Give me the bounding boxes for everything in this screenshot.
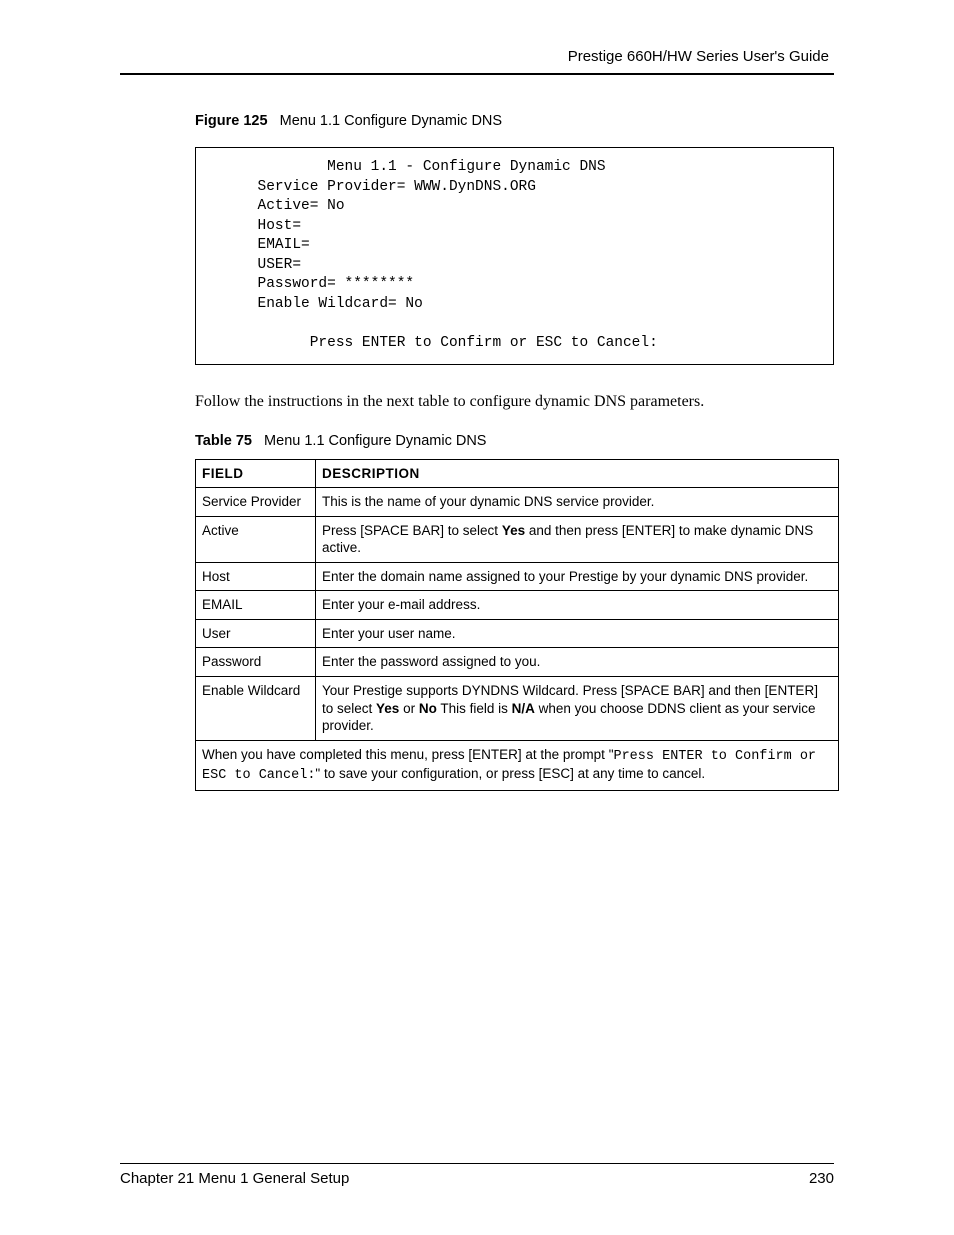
footer-rule: [120, 1163, 834, 1164]
table-caption: Table 75 Menu 1.1 Configure Dynamic DNS: [195, 433, 834, 449]
terminal-line: Active= No: [214, 198, 345, 214]
terminal-line: Press ENTER to Confirm or ESC to Cancel:: [214, 335, 658, 351]
table-header-row: FIELD DESCRIPTION: [196, 459, 839, 488]
table-row: Password Enter the password assigned to …: [196, 648, 839, 677]
cell-field: Host: [196, 562, 316, 591]
footer-page-number: 230: [809, 1170, 834, 1187]
table-row: Active Press [SPACE BAR] to select Yes a…: [196, 516, 839, 562]
terminal-line: USER=: [214, 257, 301, 273]
cell-desc: Your Prestige supports DYNDNS Wildcard. …: [316, 677, 839, 741]
terminal-output: Menu 1.1 - Configure Dynamic DNS Service…: [195, 147, 834, 365]
col-field-header: FIELD: [196, 459, 316, 488]
body-paragraph: Follow the instructions in the next tabl…: [195, 393, 834, 411]
table-row: User Enter your user name.: [196, 619, 839, 648]
cell-field: Active: [196, 516, 316, 562]
terminal-line: EMAIL=: [214, 237, 310, 253]
table-row: Service Provider This is the name of you…: [196, 488, 839, 517]
figure-title: Menu 1.1 Configure Dynamic DNS: [280, 113, 502, 129]
cell-desc: Enter the domain name assigned to your P…: [316, 562, 839, 591]
figure-label: Figure 125: [195, 113, 268, 129]
cell-field: User: [196, 619, 316, 648]
col-desc-header: DESCRIPTION: [316, 459, 839, 488]
footer-chapter: Chapter 21 Menu 1 General Setup: [120, 1170, 349, 1187]
document-page: Prestige 660H/HW Series User's Guide Fig…: [0, 0, 954, 791]
table-footer-row: When you have completed this menu, press…: [196, 740, 839, 790]
table-row: Host Enter the domain name assigned to y…: [196, 562, 839, 591]
parameter-table: FIELD DESCRIPTION Service Provider This …: [195, 459, 839, 791]
header-rule: [120, 73, 834, 75]
cell-field: Enable Wildcard: [196, 677, 316, 741]
cell-desc: Press [SPACE BAR] to select Yes and then…: [316, 516, 839, 562]
cell-field: EMAIL: [196, 591, 316, 620]
cell-desc: Enter your user name.: [316, 619, 839, 648]
page-footer: Chapter 21 Menu 1 General Setup 230: [120, 1163, 834, 1187]
terminal-line: Password= ********: [214, 276, 414, 292]
page-header-title: Prestige 660H/HW Series User's Guide: [120, 48, 834, 65]
table-row: Enable Wildcard Your Prestige supports D…: [196, 677, 839, 741]
cell-field: Password: [196, 648, 316, 677]
terminal-line: Menu 1.1 - Configure Dynamic DNS: [214, 159, 606, 175]
terminal-line: Service Provider= WWW.DynDNS.ORG: [214, 179, 536, 195]
cell-footer: When you have completed this menu, press…: [196, 740, 839, 790]
cell-field: Service Provider: [196, 488, 316, 517]
table-label: Table 75: [195, 433, 252, 449]
figure-caption: Figure 125 Menu 1.1 Configure Dynamic DN…: [195, 113, 834, 129]
cell-desc: Enter your e-mail address.: [316, 591, 839, 620]
terminal-line: Enable Wildcard= No: [214, 296, 423, 312]
table-title: Menu 1.1 Configure Dynamic DNS: [264, 433, 486, 449]
table-row: EMAIL Enter your e-mail address.: [196, 591, 839, 620]
terminal-line: Host=: [214, 218, 301, 234]
cell-desc: This is the name of your dynamic DNS ser…: [316, 488, 839, 517]
cell-desc: Enter the password assigned to you.: [316, 648, 839, 677]
footer-row: Chapter 21 Menu 1 General Setup 230: [120, 1170, 834, 1187]
